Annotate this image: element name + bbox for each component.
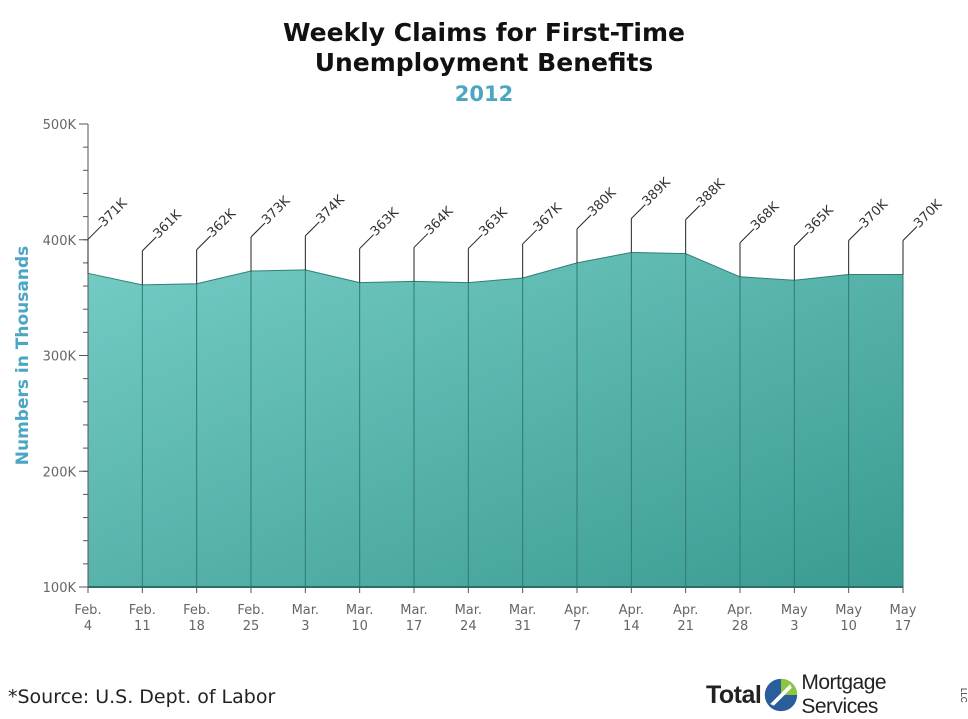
y-axis-label: Numbers in Thousands: [13, 246, 33, 465]
data-label-leader: [87, 224, 103, 240]
x-tick-label: Apr. 14: [619, 603, 644, 634]
chart-title-line-1: Weekly Claims for First-Time: [282, 18, 685, 47]
data-label: 371K: [96, 196, 131, 231]
data-label-leader: [522, 229, 538, 245]
x-tick-label: Feb. 18: [183, 603, 210, 634]
x-tick-label: Mar. 24: [455, 603, 482, 634]
x-tick-label: Apr. 28: [727, 603, 752, 634]
logo-mark-icon: [765, 678, 798, 712]
area-fill: [88, 252, 903, 588]
data-label-leader: [902, 226, 918, 241]
data-label: 362K: [205, 206, 240, 241]
x-tick-label: Mar. 10: [346, 603, 373, 634]
x-tick-label: Apr. 21: [673, 603, 698, 634]
x-tick-label: Apr. 7: [564, 603, 589, 634]
x-tick-label: May 3: [781, 603, 808, 634]
x-tick-label: Mar. 31: [509, 603, 536, 634]
data-label-leader: [359, 234, 375, 249]
logo-word-total: Total: [706, 680, 762, 709]
data-label: 380K: [585, 185, 620, 220]
x-tick-label: May 10: [835, 603, 862, 634]
data-label: 370K: [857, 197, 892, 232]
data-label: 389K: [640, 175, 675, 210]
x-tick-label: Mar. 17: [400, 603, 427, 634]
data-label-leader: [630, 204, 646, 219]
data-label-leader: [576, 214, 592, 230]
chart-title-line-2: Unemployment Benefits: [314, 48, 654, 77]
data-label-leader: [141, 236, 157, 252]
data-label: 368K: [748, 199, 783, 234]
data-label: 373K: [259, 193, 294, 228]
data-label: 388K: [694, 176, 729, 211]
data-label-leader: [413, 233, 429, 248]
x-tick-label: May 17: [890, 603, 917, 634]
area-chart: 100K 200K 300K 400K 500K Numbers in Thousands…: [13, 118, 946, 634]
x-tick-label: Feb. 25: [237, 603, 264, 634]
chart-title: Weekly Claims for First-Time Unemploymen…: [0, 18, 968, 78]
logo-word-mortgage-services: Mortgage Services: [801, 671, 887, 718]
data-label-leader: [848, 226, 864, 241]
data-label-leader: [467, 234, 483, 249]
data-label-leader: [196, 235, 212, 251]
data-label-leader: [739, 228, 755, 244]
y-tick-label: 100K: [43, 581, 77, 596]
x-tick-label: Feb. 4: [74, 603, 101, 634]
x-tick-label: Feb. 11: [129, 603, 156, 634]
y-tick-label: 500K: [43, 118, 77, 133]
chart-subtitle: 2012: [454, 82, 514, 106]
data-label: 367K: [531, 200, 566, 235]
source-note: *Source: U.S. Dept. of Labor: [8, 686, 276, 708]
data-label: 374K: [314, 192, 349, 227]
data-label-leader: [250, 222, 266, 238]
data-label-leader: [793, 231, 809, 247]
y-tick-label: 400K: [43, 234, 77, 249]
y-tick-label: 200K: [43, 465, 77, 480]
data-label-leader: [685, 205, 701, 220]
data-label: 363K: [477, 205, 512, 240]
data-label: 364K: [422, 204, 457, 239]
data-label: 370K: [911, 197, 946, 232]
data-label-leader: [304, 221, 320, 237]
data-label: 363K: [368, 205, 403, 240]
logo-suffix: LLC: [959, 687, 968, 703]
data-label: 361K: [151, 207, 186, 242]
data-label: 365K: [803, 203, 838, 238]
series-line: [87, 251, 903, 286]
company-logo: Total Mortgage Services LLC: [706, 671, 968, 718]
x-tick-label: Mar. 3: [292, 603, 319, 634]
y-tick-label: 300K: [43, 350, 77, 365]
